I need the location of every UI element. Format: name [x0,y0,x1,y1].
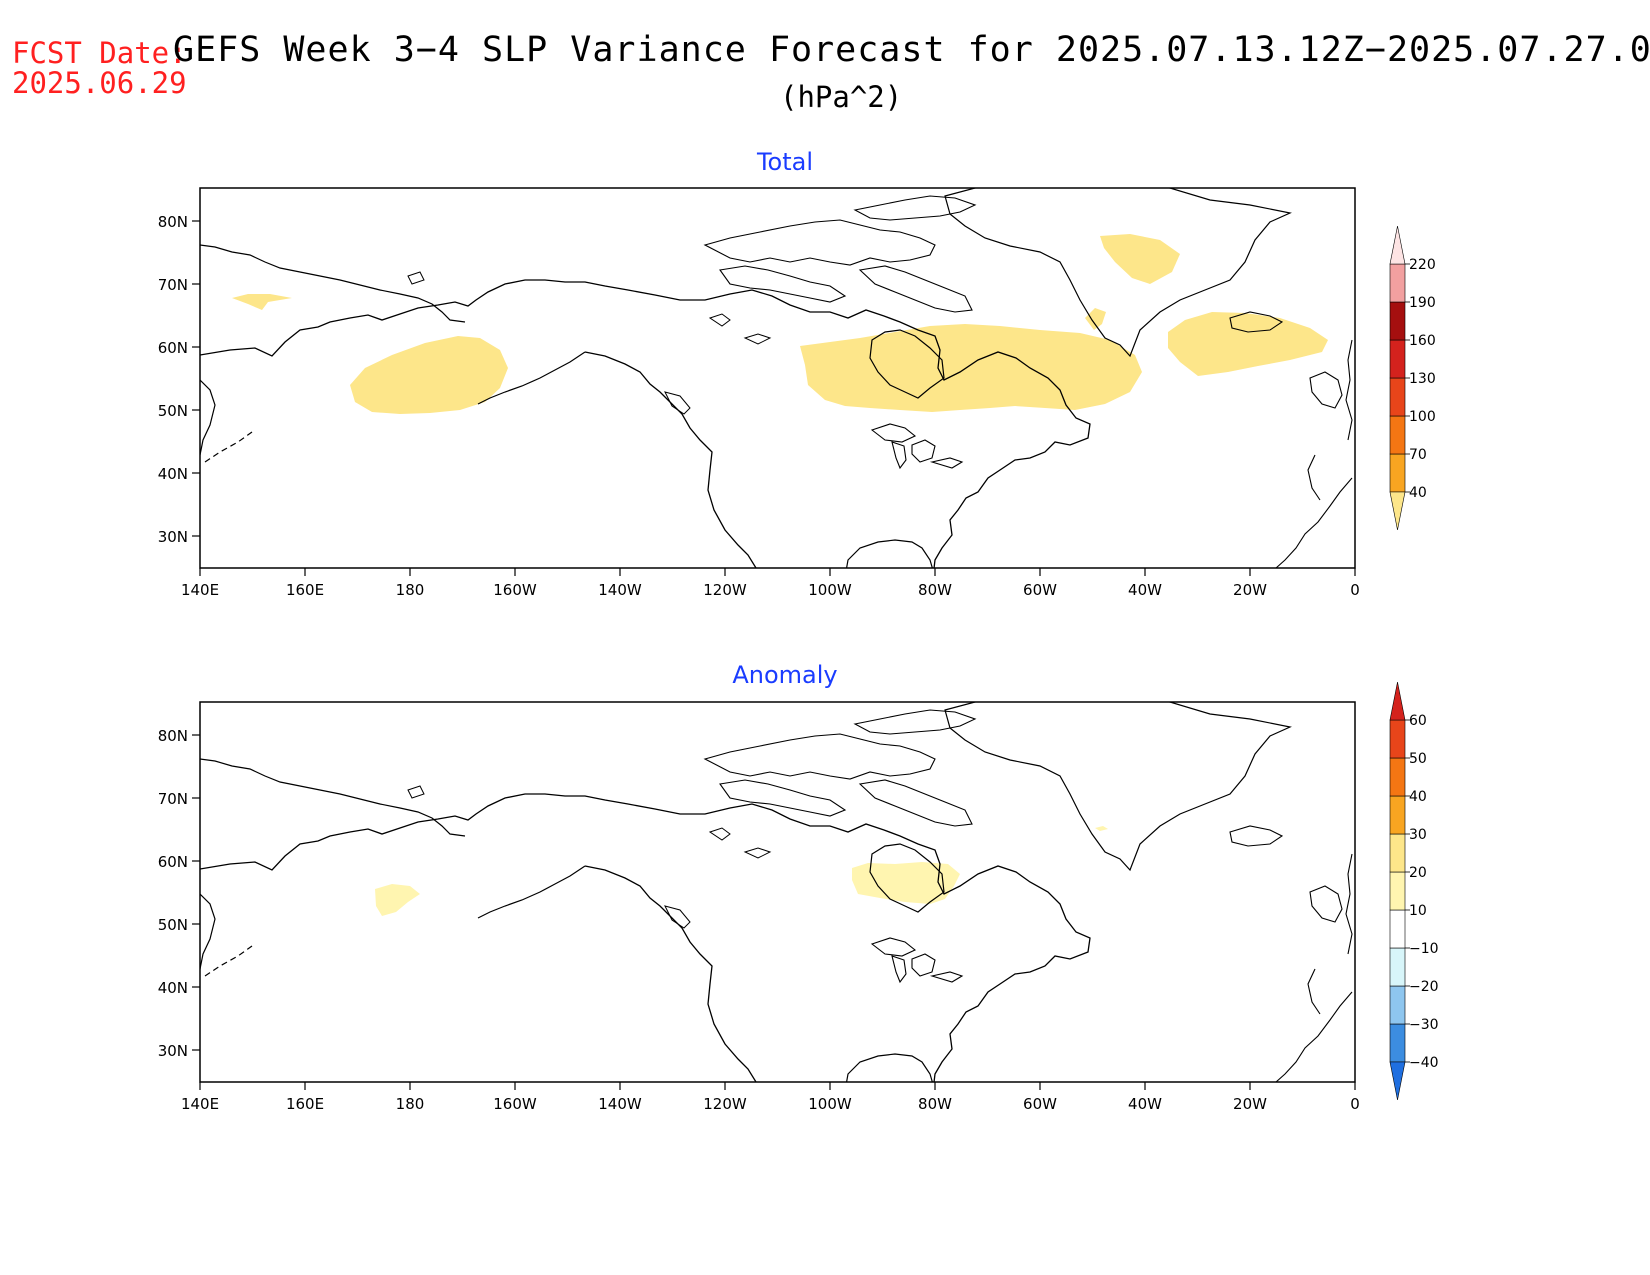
greenland-south-region [1085,308,1106,330]
lon-tick-label: 80W [918,1095,952,1113]
anomaly-panel: Anomaly 140E 160E 180 160W 140W 120W 100W 80W 60… [158,661,1439,1113]
colorbar-segment [1389,377,1406,417]
shaded-regions-total [232,234,1328,414]
lon-tick-label: 140E [181,1095,219,1113]
colorbar-label: 60 [1409,713,1427,729]
colorbar-low-arrow [1389,491,1406,531]
lat-tick-label: 80N [158,213,188,231]
hudson-anomaly-region [852,862,960,904]
colorbar-segment [1389,833,1406,873]
units-label: (hPa^2) [780,80,903,114]
colorbar-label: −10 [1409,941,1439,957]
colorbar-label: −20 [1409,979,1439,995]
colorbar-label: 100 [1409,409,1436,425]
lon-tick-label: 120W [703,581,747,599]
colorbar-segment [1389,757,1406,797]
colorbar-label: 160 [1409,333,1436,349]
lat-tick-label: 30N [158,1042,188,1060]
lon-tick-label: 60W [1023,1095,1057,1113]
colorbar-anomaly: −40 −30 −20 −10 10 20 30 40 50 60 [1389,681,1439,1101]
lon-tick-label: 80W [918,581,952,599]
colorbar-label: 30 [1409,827,1427,843]
colorbar-segment [1389,415,1406,455]
panel-title-anomaly: Anomaly [732,661,837,689]
lat-tick-label: 40N [158,465,188,483]
lon-tick-label: 160E [286,581,324,599]
colorbar-segment [1389,795,1406,835]
bering-sea-region [350,336,508,414]
colorbar-label: −30 [1409,1017,1439,1033]
lon-tick-label: 0 [1350,581,1360,599]
lon-tick-label: 180 [396,1095,425,1113]
total-panel: Total 140E 160E 180 160W 140W 120W 100W 80W 60W 4… [158,148,1436,599]
colorbar-label: 130 [1409,371,1436,387]
colorbar-segment [1389,947,1406,987]
lon-tick-label: 0 [1350,1095,1360,1113]
shaded-regions-anomaly [375,826,1108,916]
colorbar-label: 190 [1409,295,1436,311]
greenland-north-region [1100,234,1180,284]
colorbar-segment [1389,339,1406,379]
page-title: GEFS Week 3−4 SLP Variance Forecast for … [173,30,1650,70]
colorbar-segment [1389,871,1406,911]
lat-tick-label: 40N [158,979,188,997]
lon-tick-label: 120W [703,1095,747,1113]
colorbar-segment [1389,453,1406,493]
colorbar-label: −40 [1409,1055,1439,1071]
lat-tick-label: 50N [158,402,188,420]
lon-tick-label: 20W [1233,1095,1267,1113]
lon-tick-label: 160E [286,1095,324,1113]
lon-tick-label: 40W [1128,1095,1162,1113]
forecast-date-label: FCST Date: [12,36,187,70]
lat-tick-label: 60N [158,853,188,871]
lat-tick-label: 70N [158,276,188,294]
lon-tick-label: 20W [1233,581,1267,599]
bering-anomaly-region [375,884,420,916]
lat-axis-anomaly: 30N 40N 50N 60N 70N 80N [158,727,200,1060]
lon-tick-label: 140W [598,1095,642,1113]
colorbar-label: 70 [1409,447,1427,463]
colorbar-segment [1389,1023,1406,1063]
colorbar-label: 20 [1409,865,1427,881]
lon-tick-label: 100W [808,1095,852,1113]
lon-tick-label: 160W [493,581,537,599]
lon-tick-label: 100W [808,581,852,599]
panel-title-total: Total [756,148,813,176]
lon-tick-label: 40W [1128,581,1162,599]
colorbar-segment [1389,719,1406,759]
canada-central-region [800,324,1142,412]
lon-tick-label: 140E [181,581,219,599]
lon-axis-anomaly: 140E 160E 180 160W 140W 120W 100W 80W 60W 40W 20W 0 [181,1082,1360,1113]
lon-axis-total: 140E 160E 180 160W 140W 120W 100W 80W 60W 40W 20W 0 [181,568,1360,599]
lon-tick-label: 140W [598,581,642,599]
colorbar-low-arrow [1389,1061,1406,1101]
lat-tick-label: 30N [158,528,188,546]
colorbar-label: 40 [1409,789,1427,805]
map-frame-anomaly [199,701,1356,1083]
colorbar-label: 220 [1409,257,1436,273]
greenland-anomaly-dot [1095,826,1108,831]
lat-tick-label: 70N [158,790,188,808]
colorbar-label: 40 [1409,485,1427,501]
colorbar-label: 50 [1409,751,1427,767]
lat-tick-label: 80N [158,727,188,745]
lon-tick-label: 60W [1023,581,1057,599]
lat-tick-label: 50N [158,916,188,934]
colorbar-segment [1389,909,1406,949]
colorbar-segment [1389,263,1406,303]
lat-axis-total: 30N 40N 50N 60N 70N 80N [158,213,200,546]
forecast-date-value: 2025.06.29 [12,66,187,100]
lon-tick-label: 180 [396,581,425,599]
siberia-small-region [232,294,292,310]
lat-tick-label: 60N [158,339,188,357]
iceland-atlantic-region [1168,312,1328,376]
colorbar-high-arrow [1389,225,1406,265]
colorbar-high-arrow [1389,681,1406,721]
colorbar-segment [1389,985,1406,1025]
colorbar-segment [1389,301,1406,341]
lon-tick-label: 160W [493,1095,537,1113]
colorbar-label: 10 [1409,903,1427,919]
colorbar-total: 40 70 100 130 160 190 220 [1389,225,1436,531]
